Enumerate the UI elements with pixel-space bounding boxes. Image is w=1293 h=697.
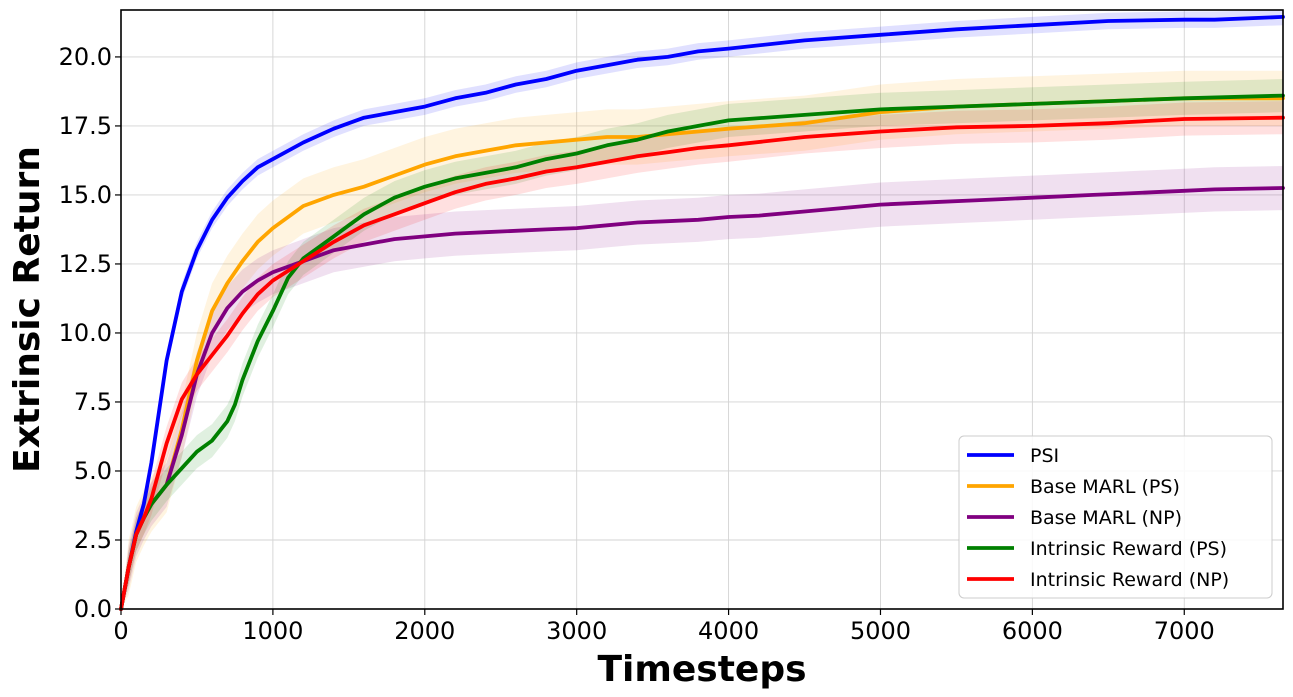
y-tick-label: 2.5 xyxy=(74,526,112,554)
series-line-3 xyxy=(119,93,1285,611)
y-tick-label: 20.0 xyxy=(59,43,112,71)
series-band-1 xyxy=(121,70,1283,609)
x-tick-label: 3000 xyxy=(546,617,607,645)
series-line-4 xyxy=(119,115,1285,611)
series-lines xyxy=(119,14,1285,611)
series-line-2 xyxy=(119,186,1285,611)
legend-label: PSI xyxy=(1030,445,1059,467)
y-tick-label: 10.0 xyxy=(59,319,112,347)
x-tick-label: 0 xyxy=(113,617,128,645)
series-band-2 xyxy=(121,166,1283,609)
x-axis-title: Timesteps xyxy=(597,649,806,690)
y-tick-label: 5.0 xyxy=(74,457,112,485)
x-tick-label: 1000 xyxy=(242,617,303,645)
confidence-bands xyxy=(121,10,1283,609)
x-tick-label: 5000 xyxy=(850,617,911,645)
plot-frame xyxy=(120,9,1284,610)
legend-label: Base MARL (NP) xyxy=(1030,507,1182,529)
legend-label: Base MARL (PS) xyxy=(1030,476,1180,498)
y-tick-label: 7.5 xyxy=(74,388,112,416)
series-line-0 xyxy=(119,14,1285,611)
x-tick-label: 6000 xyxy=(1002,617,1063,645)
x-tick-label: 7000 xyxy=(1154,617,1215,645)
legend-label: Intrinsic Reward (NP) xyxy=(1030,569,1229,591)
x-tick-label: 2000 xyxy=(394,617,455,645)
y-tick-label: 15.0 xyxy=(59,181,112,209)
legend-box xyxy=(958,435,1273,599)
axis-ticks: 0 1000 2000 3000 4000 5000 6000 7000 0.0 2.5 5.0 7.… xyxy=(59,43,1215,645)
legend-label: Intrinsic Reward (PS) xyxy=(1030,538,1227,560)
y-tick-label: 17.5 xyxy=(59,112,112,140)
y-tick-label: 0.0 xyxy=(74,595,112,623)
y-axis-title: Extrinsic Return xyxy=(7,146,48,473)
legend: PSI Base MARL (PS) Base MARL (NP) Intrinsic… xyxy=(958,435,1273,599)
x-tick-label: 4000 xyxy=(698,617,759,645)
y-tick-label: 12.5 xyxy=(59,250,112,278)
